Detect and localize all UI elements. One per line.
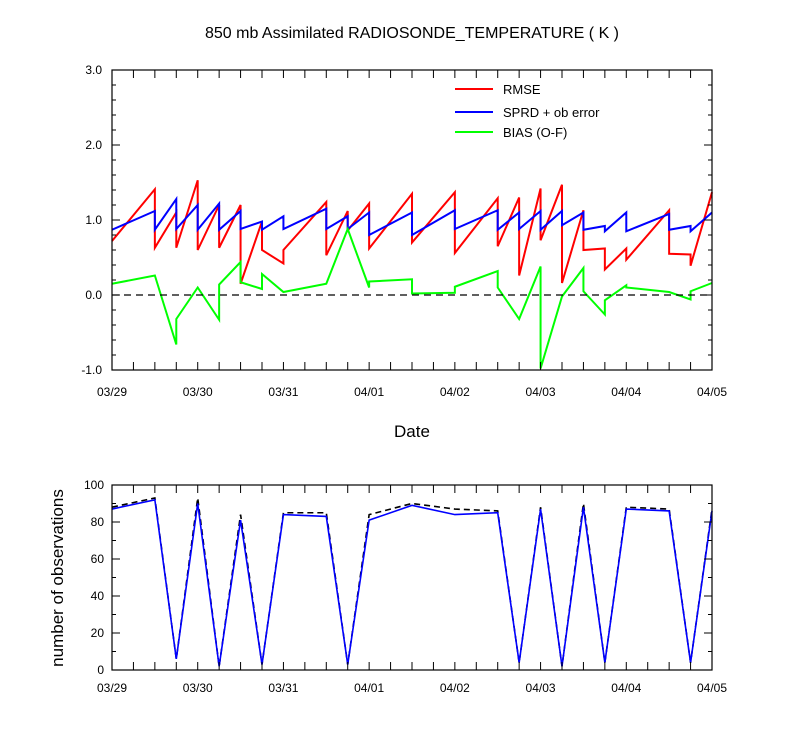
x-tick-label: 03/31 (268, 385, 298, 399)
series-line-observations-used (111, 498, 713, 667)
x-tick-label: 04/04 (611, 385, 641, 399)
y-tick-label: 2.0 (85, 138, 102, 152)
series-line-sprd-ob-error (111, 195, 713, 237)
chart-title: 850 mb Assimilated RADIOSONDE_TEMPERATUR… (205, 25, 619, 42)
y-tick-label: 60 (91, 552, 105, 566)
bottom-ticks-group (111, 484, 713, 671)
bottom-plot-frame (111, 484, 713, 671)
x-tick-label: 04/04 (611, 681, 641, 695)
y-tick-label: 0.0 (85, 288, 102, 302)
x-tick-label: 04/03 (526, 681, 556, 695)
y-axis-title: number of observations (48, 489, 67, 667)
x-tick-label: 04/02 (440, 385, 470, 399)
y-tick-label: 40 (91, 589, 105, 603)
top-x-tick-labels: 03/29 03/30 03/31 04/01 04/02 04/03 04/0… (97, 385, 727, 399)
legend-label-bias: BIAS (O-F) (503, 125, 567, 140)
x-tick-label: 04/05 (697, 681, 727, 695)
x-tick-label: 03/30 (183, 385, 213, 399)
bottom-y-tick-labels: 0 20 40 60 80 100 (84, 478, 104, 677)
x-axis-title: Date (394, 422, 430, 441)
x-tick-label: 04/05 (697, 385, 727, 399)
x-tick-label: 04/01 (354, 385, 384, 399)
x-tick-label: 04/03 (526, 385, 556, 399)
top-series-group (111, 179, 713, 369)
y-tick-label: -1.0 (81, 363, 102, 377)
top-y-tick-labels: -1.0 0.0 1.0 2.0 3.0 (81, 63, 102, 377)
y-tick-label: 100 (84, 478, 104, 492)
series-line-observations-possible (111, 496, 713, 667)
bottom-panel: 0 20 40 60 80 100 03/29 03/30 03/31 04/0… (48, 478, 727, 695)
y-tick-label: 20 (91, 626, 105, 640)
y-tick-label: 1.0 (85, 213, 102, 227)
y-tick-label: 0 (97, 663, 104, 677)
x-tick-label: 03/29 (97, 385, 127, 399)
series-line-bias-o-f (111, 226, 713, 369)
y-tick-label: 3.0 (85, 63, 102, 77)
bottom-x-tick-labels: 03/29 03/30 03/31 04/01 04/02 04/03 04/0… (97, 681, 727, 695)
bottom-series-group (111, 496, 713, 667)
legend: RMSE SPRD + ob error BIAS (O-F) (455, 82, 600, 140)
y-tick-label: 80 (91, 515, 105, 529)
x-tick-label: 04/01 (354, 681, 384, 695)
top-panel: 850 mb Assimilated RADIOSONDE_TEMPERATUR… (81, 25, 727, 441)
legend-label-sprd: SPRD + ob error (503, 105, 600, 120)
top-ticks-group (111, 69, 713, 371)
x-tick-label: 03/31 (268, 681, 298, 695)
x-tick-label: 03/30 (183, 681, 213, 695)
x-tick-label: 03/29 (97, 681, 127, 695)
legend-label-rmse: RMSE (503, 82, 541, 97)
x-tick-label: 04/02 (440, 681, 470, 695)
